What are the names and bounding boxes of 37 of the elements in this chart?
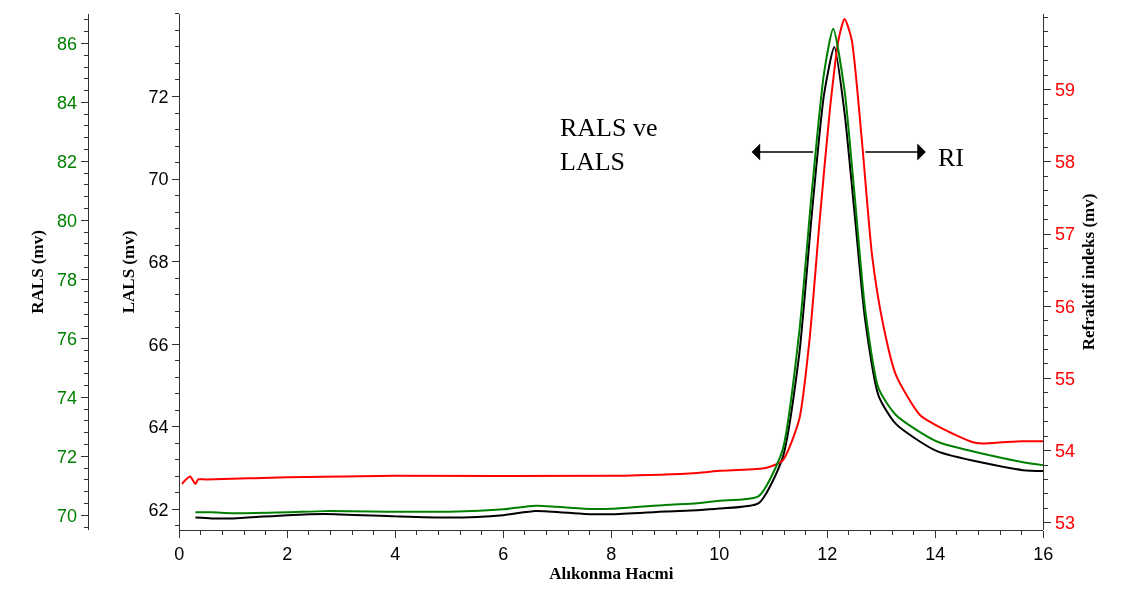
y3-tick-label: 80 [57,210,78,231]
y2-tick-label: 53 [1054,513,1075,534]
y2-axis-title: Refraktif indeks (mv) [1079,193,1099,351]
x-tick-label: 16 [1033,543,1054,564]
y2-tick-label: 57 [1054,224,1075,245]
y2-tick-label: 55 [1054,368,1075,389]
x-axis-title: Alıkonma Hacmi [549,563,674,583]
annotation: RI [938,143,964,172]
x-tick-label: 12 [817,543,838,564]
y2-tick-label: 58 [1054,152,1075,173]
y3-axis-title: RALS (mv) [27,230,47,314]
y3-tick-label: 74 [57,387,78,408]
y3-tick-label: 84 [57,92,78,113]
y3-tick-label: 78 [57,269,78,290]
y2-tick-label: 59 [1054,80,1075,101]
x-tick-label: 4 [390,543,401,564]
y-tick-label: 66 [148,334,169,355]
y3-tick-label: 82 [57,151,78,172]
y3-tick-label: 70 [57,505,78,526]
x-tick-label: 8 [606,543,617,564]
y2-tick-label: 56 [1054,296,1075,317]
y-tick-label: 62 [148,499,169,520]
y3-tick-label: 86 [57,33,78,54]
y-tick-label: 70 [148,169,169,190]
x-tick-label: 14 [925,543,946,564]
x-tick-label: 6 [498,543,509,564]
y-tick-label: 72 [148,86,169,107]
x-tick-label: 10 [709,543,730,564]
x-tick-label: 0 [174,543,185,564]
x-tick-label: 2 [282,543,293,564]
annotation: RALS ve LALS [560,113,658,176]
y3-tick-label: 76 [57,328,78,349]
y2-tick-label: 54 [1054,440,1075,461]
y-axis-title: LALS (mv) [119,230,139,314]
y3-tick-label: 72 [57,446,78,467]
y-tick-label: 68 [148,251,169,272]
y-tick-label: 64 [148,417,169,438]
